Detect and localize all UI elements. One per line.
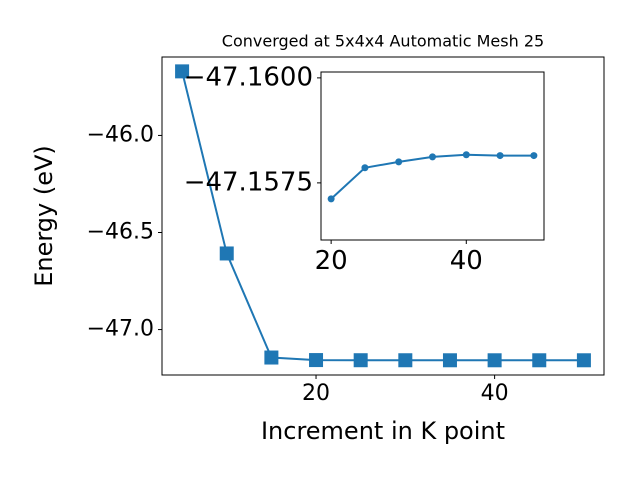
marker [361,164,369,172]
y-tick-label: −46.5 [87,220,154,245]
marker [395,158,403,166]
marker [398,353,413,368]
axes-frame [320,71,545,241]
marker [353,353,368,368]
x-tick-label: 20 [315,246,348,276]
marker [327,195,335,203]
y-tick-label: −47.0 [87,317,154,342]
series-line [181,71,584,362]
marker [175,64,190,79]
marker [219,246,234,261]
y-tick-label: −47.1600 [184,62,313,92]
marker [442,353,457,368]
marker [532,353,547,368]
marker [462,151,470,159]
marker [309,353,324,368]
marker [264,350,279,365]
x-tick-label: 40 [450,246,483,276]
chart-title: Converged at 5x4x4 Automatic Mesh 25 [222,32,544,51]
y-tick-label: −47.1575 [184,167,313,197]
y-tick-label: −46.0 [87,122,154,147]
marker [487,353,502,368]
marker [496,152,504,160]
x-tick-label: 20 [302,381,330,406]
x-tick-label: 40 [481,381,509,406]
x-axis-label: Increment in K point [261,417,505,445]
marker [429,153,436,161]
marker [530,152,538,160]
axes-frame [161,56,605,376]
y-axis-label: Energy (eV) [30,145,58,287]
marker [576,353,591,368]
